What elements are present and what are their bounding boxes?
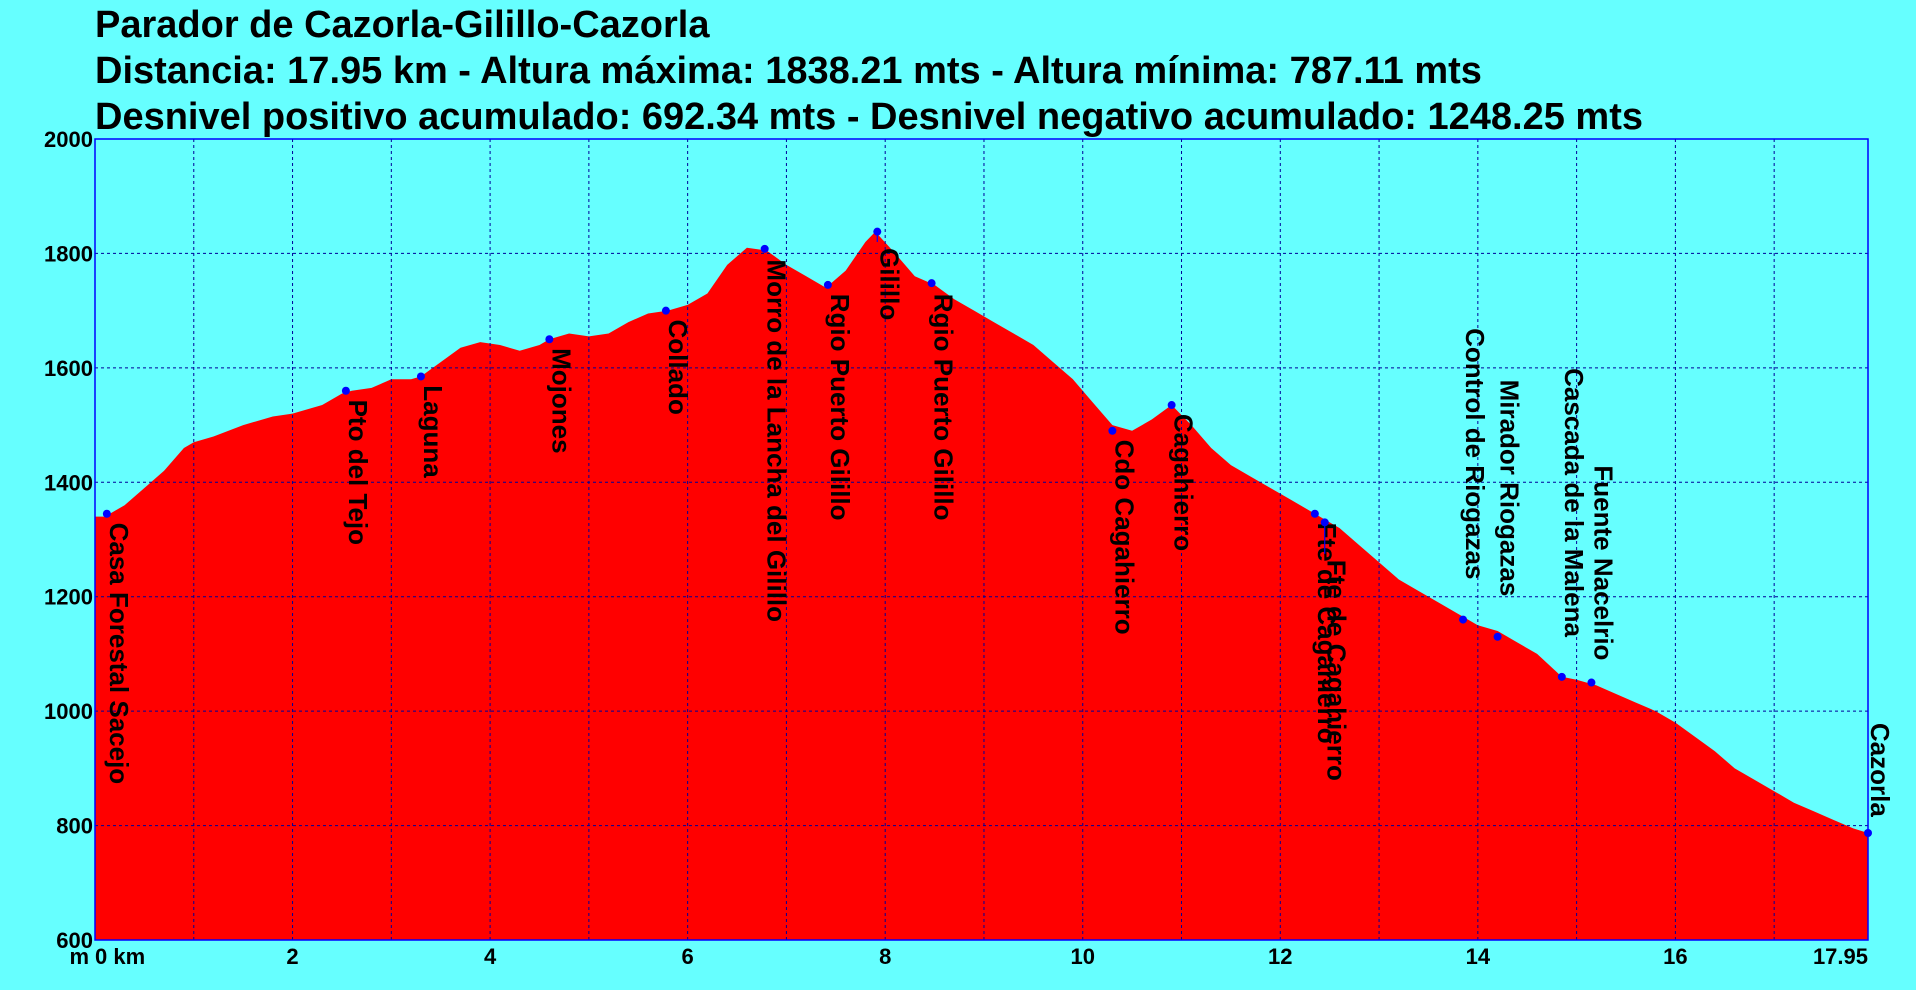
y-tick-label: 1600	[44, 356, 93, 381]
waypoint-marker	[1320, 518, 1329, 527]
waypoint-label: Casa Forestal Sacejo	[104, 523, 134, 785]
y-tick-label: 1200	[44, 585, 93, 610]
waypoint-marker	[1557, 672, 1566, 681]
waypoint-label: Rgio Puerto Gilillo	[825, 294, 855, 521]
waypoint-marker	[1493, 632, 1502, 641]
y-tick-label: 600	[56, 928, 93, 953]
waypoint-marker	[661, 306, 670, 315]
waypoint-label: Gilillo	[874, 248, 904, 320]
waypoint-marker	[873, 227, 882, 236]
waypoint-label: Morro de la Lancha del Gilillo	[762, 259, 792, 622]
y-tick-label: 1000	[44, 699, 93, 724]
waypoint-marker	[1108, 426, 1117, 435]
chart-subtitle-distance: Distancia: 17.95 km - Altura máxima: 183…	[95, 50, 1482, 92]
waypoint-marker	[1310, 509, 1319, 518]
y-tick-label: 2000	[44, 127, 93, 152]
waypoint-marker	[1864, 829, 1872, 838]
waypoint-label: Fuente Nacelrio	[1588, 465, 1618, 660]
waypoint-label: Control de Riogazas	[1460, 328, 1490, 579]
y-tick-label: 1400	[44, 470, 93, 495]
waypoint-label: Cazorla	[1865, 723, 1895, 817]
waypoint-label: Pto del Tejo	[343, 400, 373, 545]
waypoint-label: Rgio Puerto Gilillo	[929, 294, 959, 521]
chart-subtitle-elevation-gain: Desnivel positivo acumulado: 692.34 mts …	[95, 96, 1643, 138]
waypoint-marker	[545, 335, 554, 344]
waypoint-label: Mojones	[546, 348, 576, 453]
waypoint-marker	[760, 244, 769, 253]
y-unit-label: m	[69, 944, 89, 969]
waypoint-label: Collado	[663, 320, 693, 415]
x-tick-label: 16	[1663, 944, 1687, 969]
waypoint-marker	[823, 280, 832, 289]
chart-title: Parador de Cazorla-Gilillo-Cazorla	[95, 4, 710, 46]
waypoint-label: Mirador Riogazas	[1495, 380, 1525, 597]
waypoint-label: Fte de Cagahierro	[1322, 560, 1352, 781]
x-tick-label: 0 km	[95, 944, 145, 969]
x-tick-label: 17.95	[1813, 944, 1868, 969]
y-tick-label: 800	[56, 814, 93, 839]
waypoint-label: Cagahierro	[1169, 414, 1199, 551]
waypoint-label: Cascada de la Malena	[1559, 368, 1589, 637]
x-tick-label: 10	[1071, 944, 1095, 969]
elevation-area	[95, 231, 1868, 940]
x-tick-label: 4	[484, 944, 497, 969]
waypoint-marker	[927, 279, 936, 288]
x-tick-label: 2	[286, 944, 298, 969]
waypoint-marker	[1459, 615, 1468, 624]
waypoint-marker	[102, 509, 111, 518]
waypoint-marker	[1167, 401, 1176, 410]
x-tick-label: 12	[1268, 944, 1292, 969]
waypoint-label: Laguna	[418, 385, 448, 478]
waypoint-marker	[341, 386, 350, 395]
x-tick-label: 8	[879, 944, 891, 969]
waypoint-marker	[416, 372, 425, 381]
waypoint-marker	[1587, 678, 1596, 687]
waypoint-label: Fte de Cagahierro	[1312, 523, 1342, 744]
x-tick-label: 14	[1466, 944, 1491, 969]
y-tick-label: 1800	[44, 241, 93, 266]
waypoint-label: Cdo Cagahierro	[1109, 440, 1139, 635]
x-tick-label: 6	[682, 944, 694, 969]
plot-frame	[94, 138, 1869, 941]
